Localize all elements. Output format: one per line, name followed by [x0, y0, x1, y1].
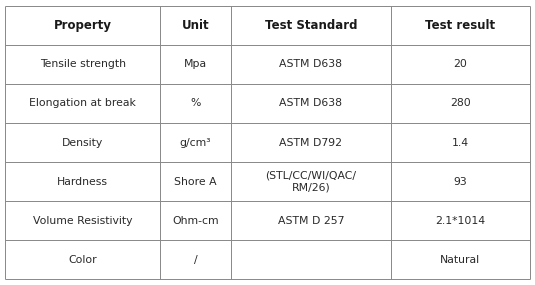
Text: %: %: [190, 98, 201, 108]
Text: Tensile strength: Tensile strength: [40, 59, 126, 69]
Text: Mpa: Mpa: [184, 59, 207, 69]
Text: (STL/CC/WI/QAC/
RM/26): (STL/CC/WI/QAC/ RM/26): [265, 170, 356, 193]
Text: 1.4: 1.4: [452, 137, 469, 148]
Text: ASTM D 257: ASTM D 257: [278, 216, 344, 226]
Text: ASTM D792: ASTM D792: [279, 137, 342, 148]
Text: ASTM D638: ASTM D638: [279, 59, 342, 69]
Text: Color: Color: [68, 255, 97, 265]
Text: Ohm-cm: Ohm-cm: [172, 216, 219, 226]
Text: Natural: Natural: [440, 255, 480, 265]
Text: /: /: [194, 255, 197, 265]
Text: Property: Property: [54, 19, 112, 32]
Text: Elongation at break: Elongation at break: [29, 98, 136, 108]
Text: Test Standard: Test Standard: [264, 19, 357, 32]
Text: Test result: Test result: [425, 19, 495, 32]
Text: Volume Resistivity: Volume Resistivity: [33, 216, 133, 226]
Text: 280: 280: [450, 98, 471, 108]
Text: g/cm³: g/cm³: [180, 137, 211, 148]
Text: Density: Density: [62, 137, 103, 148]
Text: 2.1*1014: 2.1*1014: [435, 216, 485, 226]
Text: 20: 20: [453, 59, 467, 69]
Text: Shore A: Shore A: [174, 177, 217, 187]
Text: Unit: Unit: [181, 19, 209, 32]
Text: Hardness: Hardness: [57, 177, 108, 187]
Text: ASTM D638: ASTM D638: [279, 98, 342, 108]
Text: 93: 93: [453, 177, 467, 187]
